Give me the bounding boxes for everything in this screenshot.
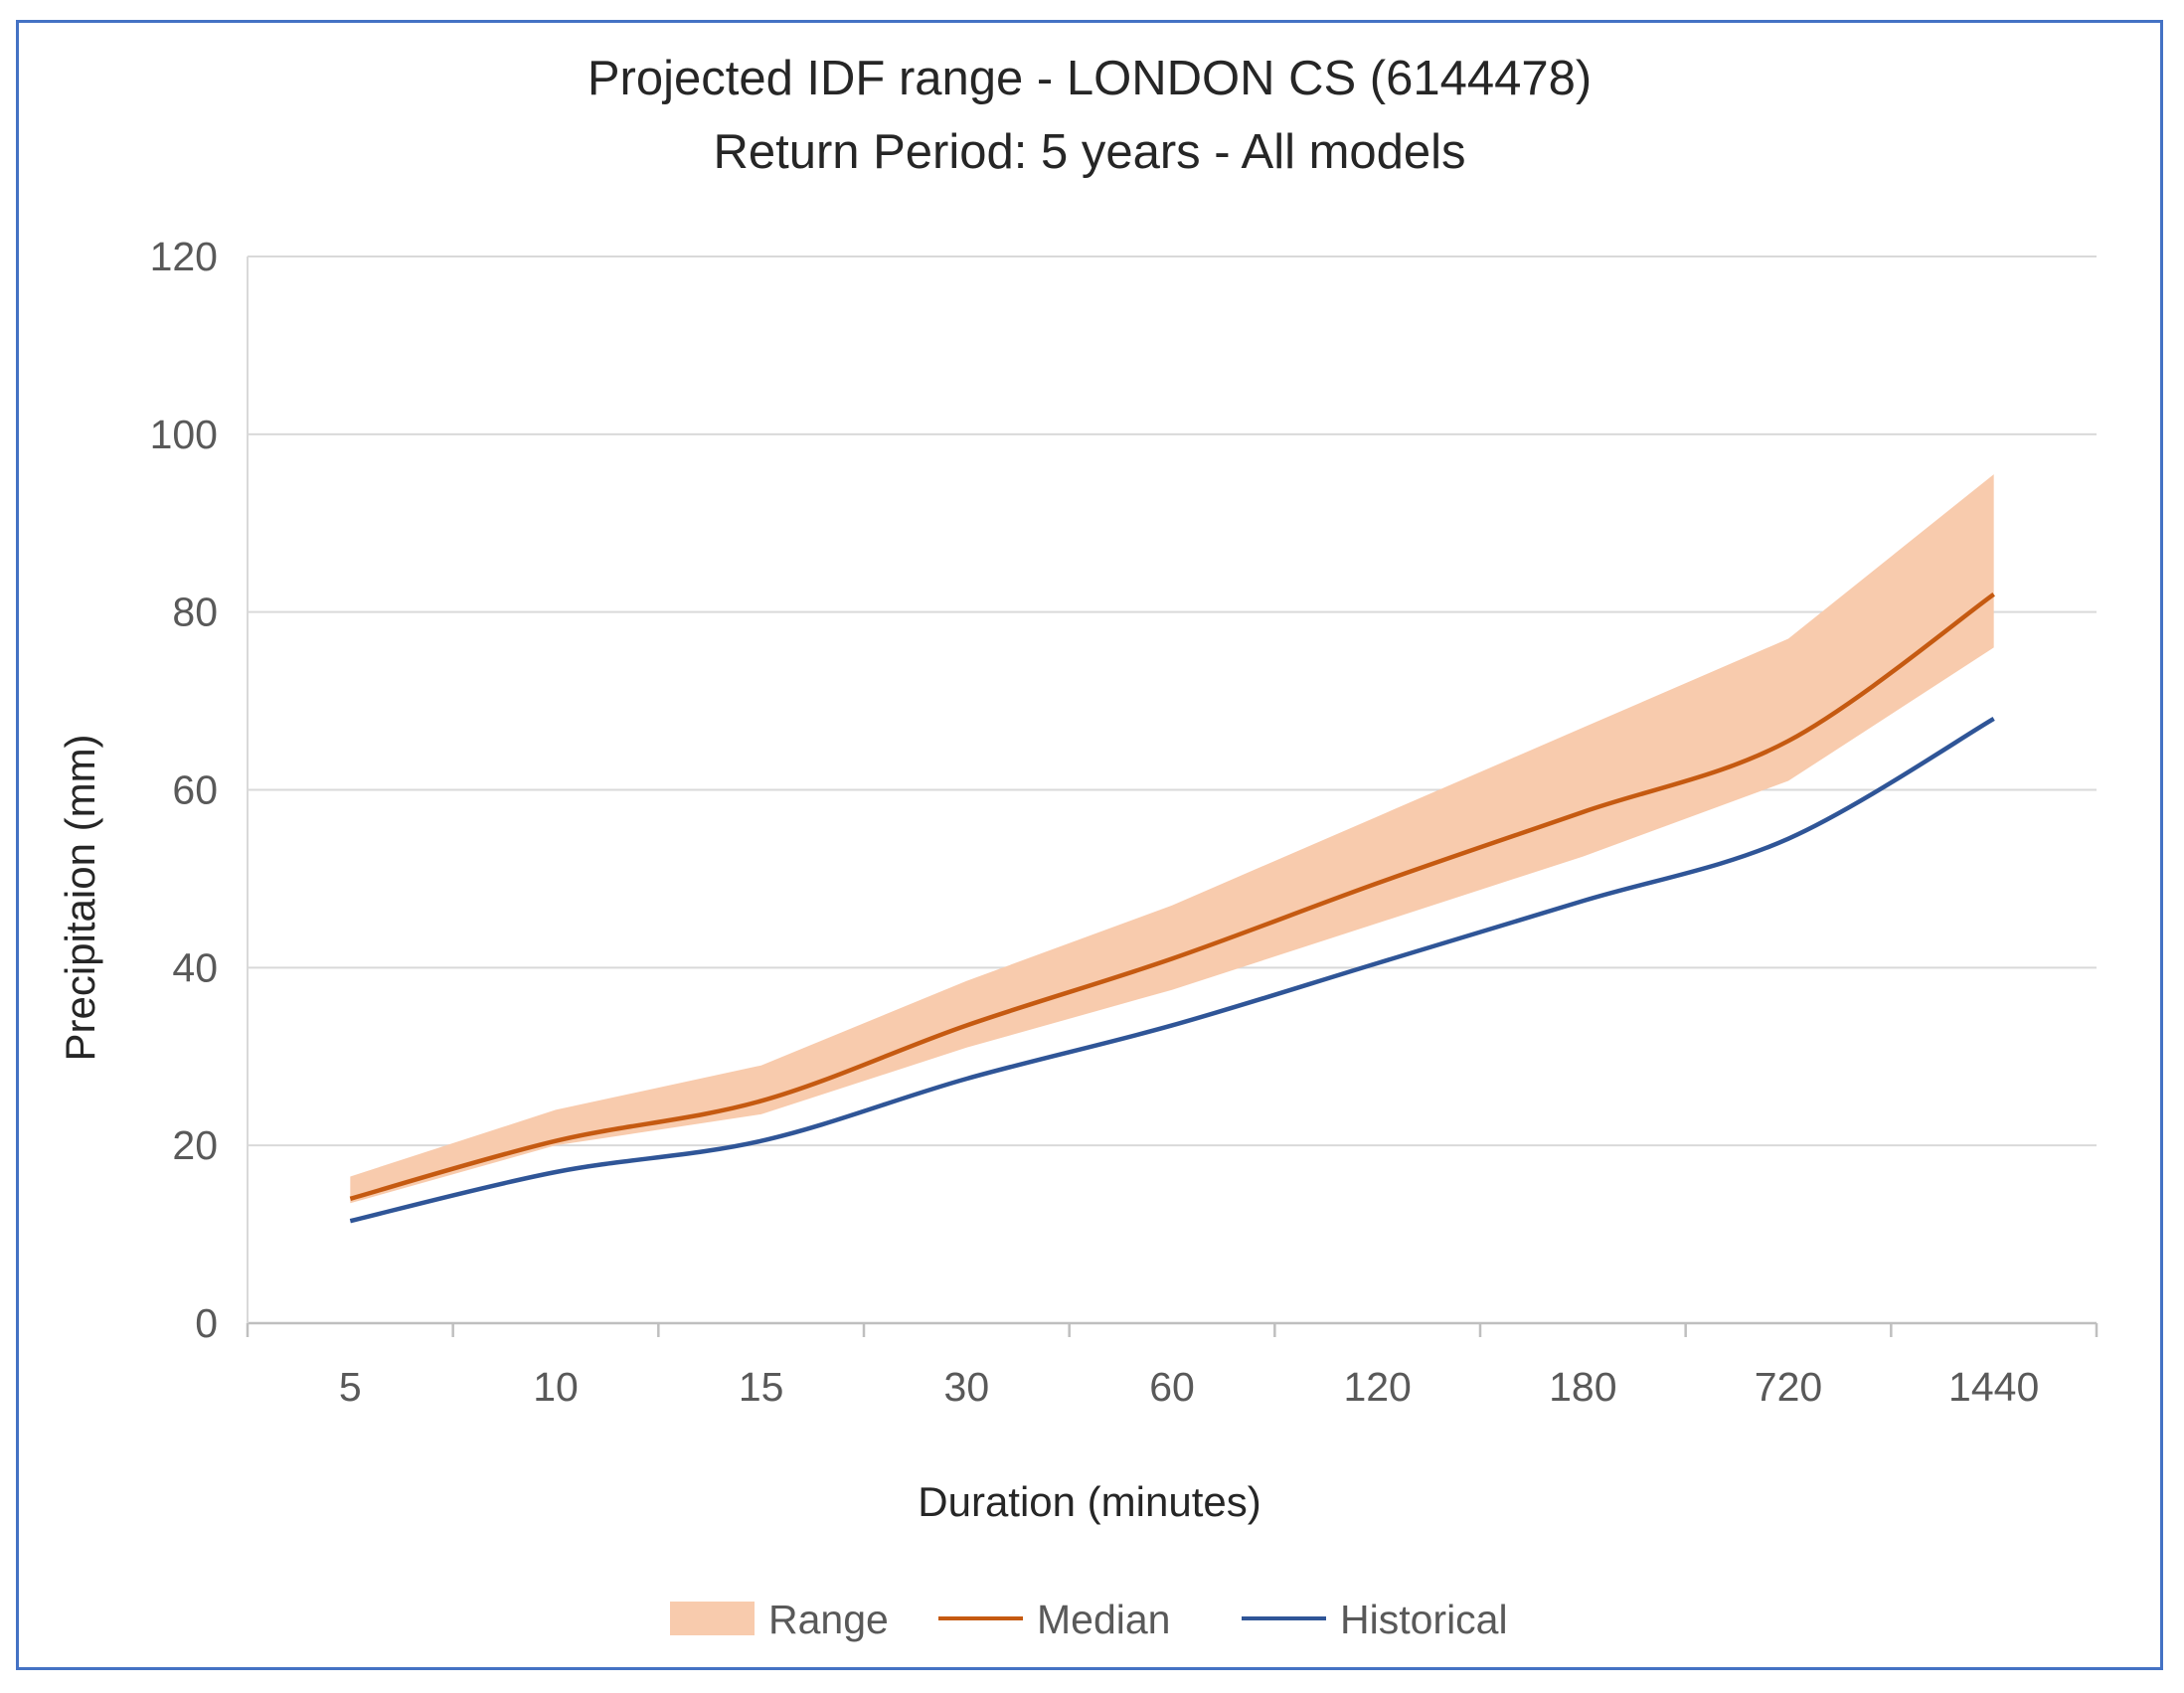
x-tick-label-5: 5 — [339, 1364, 362, 1410]
x-axis: 5 10 15 30 60 120 180 720 1440 — [246, 256, 2099, 1410]
legend-label-median: Median — [1037, 1597, 1170, 1642]
legend-swatch-range — [670, 1602, 755, 1635]
chart-frame: Projected IDF range - LONDON CS (6144478… — [16, 20, 2163, 1670]
y-tick-label-0: 0 — [195, 1300, 218, 1346]
x-tick-label-1440: 1440 — [1948, 1364, 2039, 1410]
legend: Range Median Historical — [670, 1597, 1508, 1642]
y-tick-label-100: 100 — [150, 412, 218, 457]
x-tick-label-15: 15 — [739, 1364, 784, 1410]
y-tick-label-20: 20 — [172, 1122, 218, 1168]
x-tick-label-60: 60 — [1149, 1364, 1195, 1410]
x-tick-label-30: 30 — [944, 1364, 990, 1410]
y-tick-label-80: 80 — [172, 590, 218, 635]
y-axis-title: Precipitaion (mm) — [57, 734, 103, 1061]
idf-chart: Projected IDF range - LONDON CS (6144478… — [57, 52, 2099, 1642]
y-tick-label-40: 40 — [172, 944, 218, 990]
series-band-range — [350, 474, 1994, 1204]
y-tick-label-60: 60 — [172, 767, 218, 813]
series-line-median — [349, 592, 1995, 1201]
x-tick-label-120: 120 — [1343, 1364, 1411, 1410]
legend-label-historical: Historical — [1340, 1597, 1508, 1642]
legend-label-range: Range — [768, 1597, 889, 1642]
y-tick-label-120: 120 — [150, 234, 218, 279]
x-tick-label-10: 10 — [533, 1364, 579, 1410]
chart-title-line-2: Return Period: 5 years - All models — [713, 125, 1465, 179]
chart-title-line-1: Projected IDF range - LONDON CS (6144478… — [588, 52, 1592, 105]
y-axis-ticks: 0 20 40 60 80 100 120 — [150, 234, 218, 1346]
plot-area — [349, 474, 1995, 1224]
x-axis-title: Duration (minutes) — [918, 1478, 1260, 1525]
gridlines — [248, 255, 2097, 1147]
x-tick-label-180: 180 — [1549, 1364, 1616, 1410]
x-tick-label-720: 720 — [1755, 1364, 1822, 1410]
series-line-historical — [349, 717, 1995, 1224]
